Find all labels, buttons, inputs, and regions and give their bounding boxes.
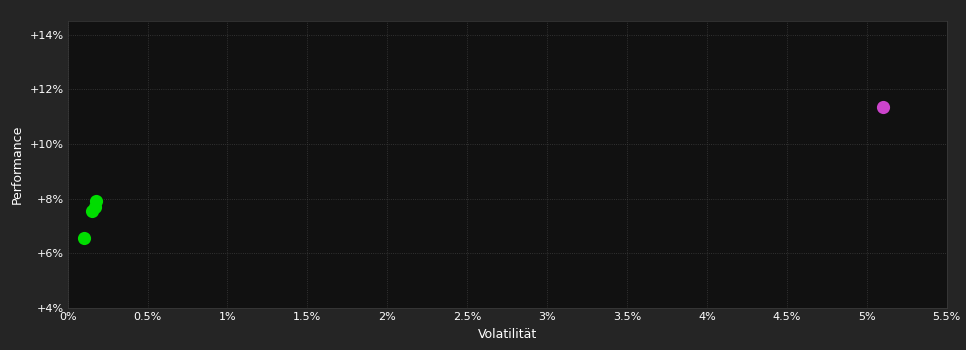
Point xyxy=(76,236,92,241)
Y-axis label: Performance: Performance xyxy=(11,125,24,204)
X-axis label: Volatilität: Volatilität xyxy=(477,328,537,341)
Point xyxy=(89,198,104,204)
Point xyxy=(87,204,102,210)
Point xyxy=(84,208,99,214)
Point xyxy=(875,104,891,110)
